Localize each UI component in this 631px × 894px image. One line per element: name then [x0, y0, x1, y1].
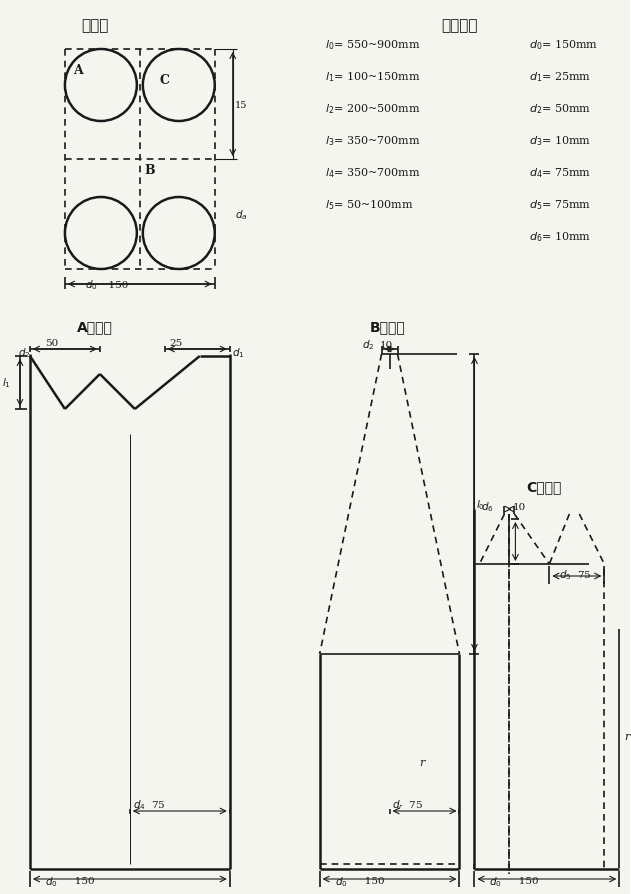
Text: 150: 150 [355, 876, 384, 886]
Text: r: r [624, 731, 630, 742]
Text: B: B [145, 164, 155, 176]
Text: 150: 150 [102, 280, 129, 289]
Text: $d_3$= 10mm: $d_3$= 10mm [529, 134, 591, 148]
Text: 单元设计: 单元设计 [441, 18, 478, 33]
Text: 15: 15 [235, 100, 247, 109]
Text: $l_2$= 200~500mm: $l_2$= 200~500mm [324, 102, 420, 115]
Text: $d_2$: $d_2$ [18, 346, 30, 359]
Text: $l_1$: $l_1$ [2, 376, 11, 390]
Text: $d_4$  75: $d_4$ 75 [133, 797, 165, 811]
Text: $d_2$= 50mm: $d_2$= 50mm [529, 102, 591, 115]
Text: $d_6$= 10mm: $d_6$= 10mm [529, 230, 591, 244]
Text: 10: 10 [512, 502, 526, 511]
Text: A: A [73, 63, 83, 76]
Text: $d_r$  75: $d_r$ 75 [392, 797, 423, 811]
Text: $d_0$: $d_0$ [45, 874, 57, 888]
Text: C: C [160, 73, 170, 87]
Text: $l_0$= 550~900mm: $l_0$= 550~900mm [324, 38, 420, 52]
Text: 10: 10 [380, 340, 393, 350]
Text: $l_4$= 350~700mm: $l_4$= 350~700mm [324, 166, 420, 180]
Text: $d_5$= 75mm: $d_5$= 75mm [529, 198, 591, 212]
Text: $d_6$: $d_6$ [481, 500, 494, 513]
Text: B）尖锥: B）尖锥 [370, 320, 406, 333]
Text: $d_1$= 25mm: $d_1$= 25mm [529, 70, 591, 84]
Text: C）尖锥: C）尖锥 [527, 479, 562, 493]
Text: 俯视图: 俯视图 [81, 18, 109, 33]
Text: 150: 150 [65, 876, 95, 886]
Text: r: r [420, 756, 425, 767]
Text: $l_0$: $l_0$ [476, 498, 485, 511]
Text: $l_1$= 100~150mm: $l_1$= 100~150mm [324, 70, 420, 84]
Text: A）半圆: A）半圆 [77, 320, 113, 333]
Text: 150: 150 [509, 876, 539, 886]
Text: 50: 50 [45, 338, 58, 347]
Text: $d_a$: $d_a$ [235, 208, 247, 222]
Text: $d_5$  75: $d_5$ 75 [559, 568, 592, 581]
Text: $l_3$= 350~700mm: $l_3$= 350~700mm [324, 134, 420, 148]
Text: $d_0$= 150mm: $d_0$= 150mm [529, 38, 599, 52]
Text: $d_0$: $d_0$ [490, 874, 502, 888]
Text: $d_0$: $d_0$ [334, 874, 347, 888]
Text: $d_2$: $d_2$ [362, 338, 374, 351]
Text: $d_4$= 75mm: $d_4$= 75mm [529, 166, 591, 180]
Text: $l_5$= 50~100mm: $l_5$= 50~100mm [324, 198, 413, 212]
Text: $d_0$: $d_0$ [85, 278, 97, 291]
Text: $d_1$: $d_1$ [232, 346, 244, 359]
Text: 25: 25 [170, 338, 183, 347]
